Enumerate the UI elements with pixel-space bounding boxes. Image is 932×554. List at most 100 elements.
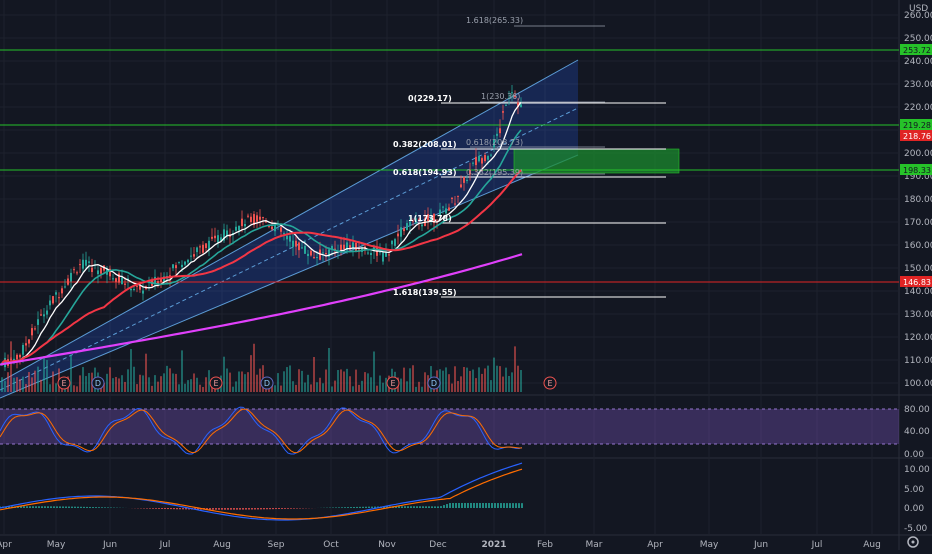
candle-body[interactable] bbox=[391, 241, 393, 244]
candle-body[interactable] bbox=[280, 227, 282, 231]
candle-body[interactable] bbox=[406, 223, 408, 230]
candle-body[interactable] bbox=[121, 277, 123, 284]
candle-body[interactable] bbox=[142, 291, 144, 294]
candle-body[interactable] bbox=[241, 219, 243, 226]
candle-body[interactable] bbox=[19, 355, 21, 357]
candle-body[interactable] bbox=[316, 257, 318, 258]
candle-body[interactable] bbox=[64, 286, 66, 287]
candle-body[interactable] bbox=[31, 328, 33, 335]
candle-body[interactable] bbox=[172, 264, 174, 268]
candle-body[interactable] bbox=[457, 196, 459, 197]
candle-body[interactable] bbox=[310, 251, 312, 256]
candle-body[interactable] bbox=[370, 253, 372, 255]
candle-body[interactable] bbox=[454, 204, 456, 205]
candle-body[interactable] bbox=[247, 216, 249, 217]
candle-body[interactable] bbox=[112, 278, 114, 279]
candle-body[interactable] bbox=[184, 262, 186, 265]
candle-body[interactable] bbox=[55, 292, 57, 294]
candle-body[interactable] bbox=[259, 217, 261, 220]
candle-body[interactable] bbox=[250, 217, 252, 222]
candle-body[interactable] bbox=[295, 241, 297, 247]
candle-body[interactable] bbox=[175, 265, 177, 268]
candle-body[interactable] bbox=[292, 241, 294, 247]
candle-body[interactable] bbox=[475, 157, 477, 165]
candle-body[interactable] bbox=[52, 296, 54, 303]
candle-body[interactable] bbox=[472, 163, 474, 164]
candle-body[interactable] bbox=[178, 262, 180, 263]
candle-body[interactable] bbox=[313, 257, 315, 258]
candle-body[interactable] bbox=[139, 286, 141, 290]
candle-body[interactable] bbox=[211, 237, 213, 239]
candle-body[interactable] bbox=[307, 254, 309, 256]
candle-body[interactable] bbox=[520, 104, 522, 107]
candle-body[interactable] bbox=[46, 311, 48, 315]
candle-body[interactable] bbox=[205, 243, 207, 248]
candle-body[interactable] bbox=[505, 105, 507, 106]
candle-body[interactable] bbox=[97, 270, 99, 274]
candle-body[interactable] bbox=[79, 264, 81, 265]
candle-body[interactable] bbox=[133, 289, 135, 290]
candle-body[interactable] bbox=[421, 225, 423, 227]
candle-body[interactable] bbox=[43, 314, 45, 316]
candle-body[interactable] bbox=[25, 343, 27, 345]
candle-body[interactable] bbox=[70, 273, 72, 282]
candle-body[interactable] bbox=[100, 268, 102, 274]
candle-body[interactable] bbox=[304, 246, 306, 254]
candle-body[interactable] bbox=[352, 242, 354, 247]
candle-body[interactable] bbox=[115, 278, 117, 281]
candle-body[interactable] bbox=[367, 253, 369, 254]
candle-body[interactable] bbox=[61, 288, 63, 293]
candle-body[interactable] bbox=[196, 247, 198, 252]
candle-body[interactable] bbox=[40, 314, 42, 315]
candle-body[interactable] bbox=[202, 245, 204, 253]
candle-body[interactable] bbox=[214, 236, 216, 238]
candle-body[interactable] bbox=[298, 242, 300, 250]
candle-body[interactable] bbox=[400, 227, 402, 236]
candle-body[interactable] bbox=[451, 198, 453, 199]
candle-body[interactable] bbox=[442, 207, 444, 208]
candle-body[interactable] bbox=[388, 254, 390, 255]
candle-body[interactable] bbox=[34, 328, 36, 329]
candle-body[interactable] bbox=[49, 301, 51, 306]
candle-body[interactable] bbox=[322, 252, 324, 253]
candle-body[interactable] bbox=[262, 217, 264, 218]
candle-body[interactable] bbox=[487, 156, 489, 160]
supply-zone-box[interactable] bbox=[514, 149, 679, 173]
candle-body[interactable] bbox=[76, 272, 78, 273]
candle-body[interactable] bbox=[238, 226, 240, 231]
candle-body[interactable] bbox=[244, 224, 246, 226]
candle-body[interactable] bbox=[448, 207, 450, 210]
candle-body[interactable] bbox=[289, 236, 291, 241]
candle-body[interactable] bbox=[397, 234, 399, 237]
candle-body[interactable] bbox=[499, 128, 501, 133]
candle-body[interactable] bbox=[217, 235, 219, 242]
candle-body[interactable] bbox=[325, 253, 327, 254]
candle-body[interactable] bbox=[271, 227, 273, 230]
candle-body[interactable] bbox=[91, 268, 93, 272]
candle-body[interactable] bbox=[124, 284, 126, 285]
candle-body[interactable] bbox=[343, 245, 345, 249]
candle-body[interactable] bbox=[484, 155, 486, 161]
candle-body[interactable] bbox=[199, 246, 201, 247]
candle-body[interactable] bbox=[301, 247, 303, 248]
candle-body[interactable] bbox=[502, 111, 504, 113]
candle-body[interactable] bbox=[382, 253, 384, 262]
candle-body[interactable] bbox=[256, 215, 258, 221]
candle-body[interactable] bbox=[394, 239, 396, 246]
candle-body[interactable] bbox=[466, 180, 468, 181]
candle-body[interactable] bbox=[490, 155, 492, 156]
candle-body[interactable] bbox=[385, 252, 387, 257]
candle-body[interactable] bbox=[73, 269, 75, 270]
candle-body[interactable] bbox=[10, 359, 12, 360]
candle-body[interactable] bbox=[181, 265, 183, 267]
candle-body[interactable] bbox=[496, 134, 498, 136]
candle-body[interactable] bbox=[463, 177, 465, 183]
candle-body[interactable] bbox=[190, 256, 192, 257]
candle-body[interactable] bbox=[403, 228, 405, 231]
candle-body[interactable] bbox=[82, 260, 84, 269]
candle-body[interactable] bbox=[16, 355, 18, 359]
candle-body[interactable] bbox=[460, 184, 462, 187]
candle-body[interactable] bbox=[283, 233, 285, 234]
